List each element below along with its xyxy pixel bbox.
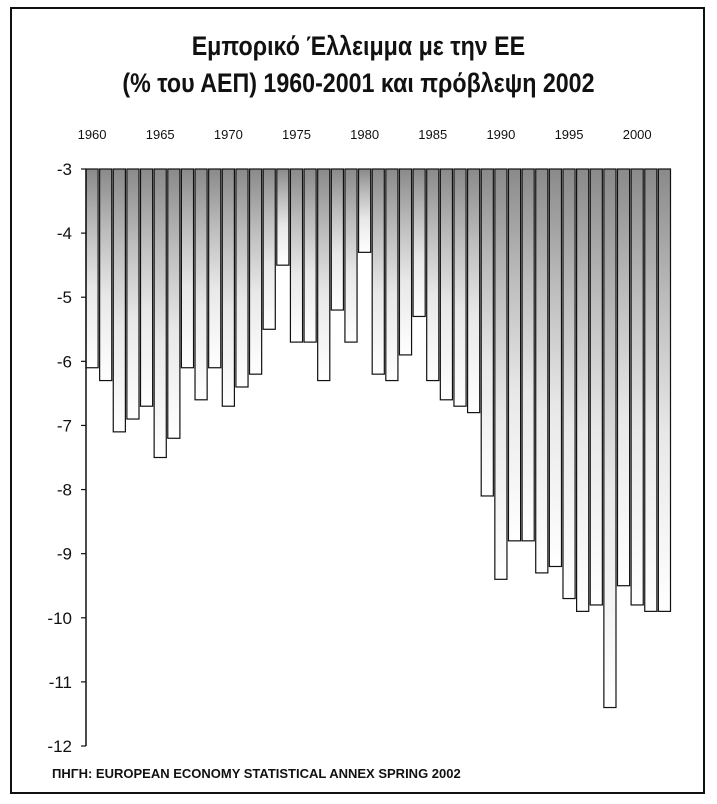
x-tick-label: 2000 [623,127,652,142]
y-tick-label: -4 [57,224,72,243]
bar-1977 [317,168,331,382]
bar-1972 [248,168,263,375]
bar-1999 [616,168,631,587]
bar-1996 [575,168,590,612]
y-tick-label: -12 [47,737,72,756]
x-tick-label: 1965 [146,127,175,142]
bar-1973 [262,168,276,330]
bar-1974 [276,168,290,266]
y-axis-ticks: -3 -4 -5 -6 -7 -8 -9 -10 -11 -12 [47,160,86,756]
y-tick-label: -5 [57,288,72,307]
bar-1963 [126,168,140,420]
x-tick-label: 1980 [350,127,379,142]
bar-1960 [85,168,99,369]
bar-1992 [521,168,535,542]
bars-group [85,168,672,709]
bar-2001 [644,168,658,612]
bar-1990 [494,168,508,580]
bar-1993 [535,168,549,574]
y-tick-label: -11 [49,673,72,692]
bar-1978 [330,168,345,311]
bar-1967 [180,168,195,369]
bar-1989 [480,168,494,497]
bar-1970 [221,168,236,407]
source-note: ΠΗΓΗ: EUROPEAN ECONOMY STATISTICAL ANNEX… [52,766,461,781]
bar-1975 [289,168,304,343]
bar-1987 [453,168,467,407]
x-tick-label: 1985 [418,127,447,142]
bar-1984 [412,168,426,318]
y-tick-label: -6 [57,352,72,371]
x-tick-label: 1990 [486,127,515,142]
bar-1981 [371,168,385,375]
bar-1995 [562,168,576,600]
x-tick-label: 1975 [282,127,311,142]
bar-1969 [208,168,222,369]
bar-1965 [153,168,167,459]
chart-title: Εμπορικό Έλλειμμα με την ΕΕ (% του ΑΕΠ) … [50,28,667,102]
bar-1991 [507,168,522,542]
bar-1976 [303,168,317,343]
bar-1988 [466,168,481,414]
bar-1994 [548,168,563,568]
bar-1964 [139,168,154,407]
bar-1998 [603,168,617,709]
y-tick-label: -8 [57,481,72,500]
bar-1982 [385,168,399,382]
bar-1985 [426,168,440,382]
x-tick-label: 1970 [214,127,243,142]
bar-2000 [630,168,644,606]
bar-1966 [167,168,181,439]
bar-1968 [194,168,208,401]
bar-1962 [112,168,126,433]
x-tick-label: 1960 [78,127,107,142]
bar-2002 [657,168,672,612]
x-axis-ticks: 1960 1965 1970 1975 1980 1985 1990 1995 2000 [78,127,652,142]
chart-title-line-2: (% του ΑΕΠ) 1960-2001 και πρόβλεψη 2002 [122,68,595,98]
bar-1980 [357,168,372,253]
y-tick-label: -9 [57,545,72,564]
bar-1961 [99,168,113,382]
y-tick-label: -10 [47,609,72,628]
bar-1986 [439,168,454,401]
bar-1971 [235,168,249,388]
bar-1983 [398,168,413,356]
chart-title-line-1: Εμπορικό Έλλειμμα με την ΕΕ [191,31,526,61]
bar-1979 [344,168,358,343]
y-tick-label: -7 [57,416,72,435]
x-tick-label: 1995 [555,127,584,142]
bar-1997 [589,168,603,606]
y-tick-label: -3 [57,160,72,179]
